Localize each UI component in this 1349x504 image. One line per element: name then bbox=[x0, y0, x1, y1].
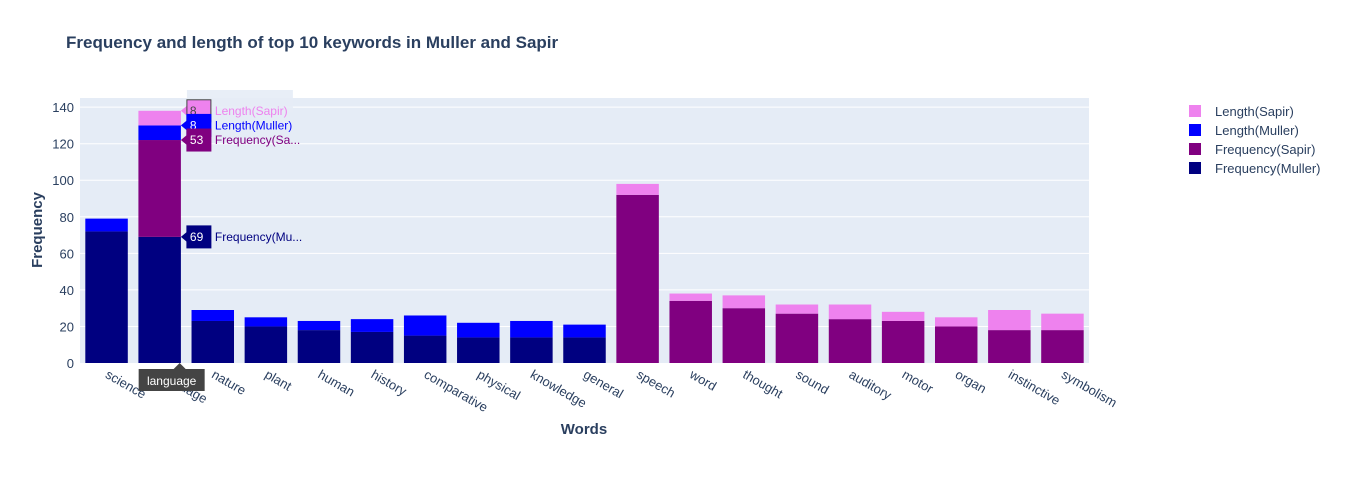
hover-pointer bbox=[180, 231, 187, 242]
y-tick-label: 0 bbox=[67, 356, 74, 371]
y-tick-label: 140 bbox=[52, 100, 74, 115]
bar-frequency-muller-history[interactable] bbox=[350, 331, 394, 363]
bar-frequency-muller-physical[interactable] bbox=[457, 337, 500, 363]
bars[interactable] bbox=[85, 110, 1084, 363]
bar-length-muller-plant[interactable] bbox=[244, 317, 288, 327]
legend-swatch-length-sapir[interactable] bbox=[1189, 105, 1201, 117]
x-tick-label: word bbox=[686, 366, 719, 394]
bar-length-muller-science[interactable] bbox=[85, 218, 128, 232]
chart-title: Frequency and length of top 10 keywords … bbox=[66, 33, 559, 52]
legend-swatch-length-muller[interactable] bbox=[1189, 124, 1201, 136]
x-tick-label: speech bbox=[634, 367, 678, 401]
hover-labels: 8 Length(Sapir) 8 Length(Muller) 53 Frequency… bbox=[138, 90, 302, 391]
bar-frequency-sapir-word[interactable] bbox=[669, 300, 712, 363]
hover-pointer bbox=[180, 120, 187, 131]
bar-length-sapir-language[interactable] bbox=[138, 110, 181, 126]
hover-value: 8 bbox=[190, 104, 197, 118]
bar-frequency-muller-nature[interactable] bbox=[191, 320, 235, 363]
bar-length-sapir-symbolism[interactable] bbox=[1041, 313, 1084, 331]
x-tick-label: plant bbox=[262, 367, 294, 394]
hover-series-name: Frequency(Sa... bbox=[215, 133, 300, 147]
y-tick-label: 60 bbox=[60, 246, 74, 261]
hover-series-name: Length(Sapir) bbox=[215, 104, 288, 118]
legend-swatch-frequency-sapir[interactable] bbox=[1189, 143, 1201, 155]
x-tick-label: thought bbox=[740, 367, 785, 402]
x-tick-label: organ bbox=[953, 367, 989, 397]
x-tick-label: history bbox=[369, 367, 410, 399]
x-tick-label: instinctive bbox=[1006, 367, 1063, 409]
y-tick-label: 80 bbox=[60, 210, 74, 225]
bar-frequency-muller-human[interactable] bbox=[297, 330, 341, 363]
y-tick-label: 20 bbox=[60, 319, 74, 334]
bar-length-muller-nature[interactable] bbox=[191, 310, 235, 321]
bar-length-sapir-organ[interactable] bbox=[934, 317, 978, 327]
bar-length-muller-general[interactable] bbox=[563, 324, 606, 338]
bar-length-muller-language[interactable] bbox=[138, 125, 181, 141]
x-tick-label: sound bbox=[793, 367, 831, 398]
bar-frequency-sapir-motor[interactable] bbox=[881, 320, 925, 363]
hover-value-box bbox=[186, 225, 212, 249]
hover-value: 53 bbox=[190, 133, 204, 147]
bar-frequency-sapir-language[interactable] bbox=[138, 140, 181, 237]
hover-pointer bbox=[180, 105, 187, 116]
bar-frequency-sapir-symbolism[interactable] bbox=[1041, 330, 1084, 363]
bar-length-muller-comparative[interactable] bbox=[403, 315, 447, 336]
x-tick-label: symbolism bbox=[1059, 367, 1120, 411]
hover-value: 8 bbox=[190, 118, 197, 132]
bar-frequency-muller-science[interactable] bbox=[85, 231, 128, 363]
x-axis-ticks: sciencelanguagenatureplanthumanhistoryco… bbox=[103, 366, 1120, 415]
legend-item-length-sapir[interactable]: Length(Sapir) bbox=[1215, 104, 1294, 119]
bar-frequency-muller-general[interactable] bbox=[563, 337, 606, 363]
bar-frequency-muller-language[interactable] bbox=[138, 236, 181, 363]
x-axis-title: Words bbox=[561, 421, 607, 438]
x-tick-label: motor bbox=[900, 367, 937, 397]
bar-length-sapir-word[interactable] bbox=[669, 293, 712, 301]
hover-category-box bbox=[138, 369, 205, 391]
y-axis-title: Frequency bbox=[29, 191, 46, 268]
hover-category-pointer bbox=[173, 363, 186, 369]
bar-length-sapir-auditory[interactable] bbox=[828, 304, 872, 320]
bar-frequency-sapir-speech[interactable] bbox=[616, 194, 659, 363]
legend[interactable]: Length(Sapir) Length(Muller) Frequency(Sap… bbox=[1189, 104, 1320, 176]
bar-frequency-sapir-organ[interactable] bbox=[934, 326, 978, 363]
legend-item-frequency-sapir[interactable]: Frequency(Sapir) bbox=[1215, 142, 1315, 157]
hover-backdrop bbox=[186, 90, 293, 112]
y-tick-label: 40 bbox=[60, 283, 74, 298]
bar-length-muller-knowledge[interactable] bbox=[510, 320, 553, 338]
bar-length-sapir-instinctive[interactable] bbox=[988, 310, 1031, 331]
x-tick-label: auditory bbox=[847, 367, 895, 403]
bar-frequency-sapir-auditory[interactable] bbox=[828, 319, 872, 363]
bar-length-muller-physical[interactable] bbox=[457, 322, 500, 338]
hover-pointer bbox=[180, 135, 187, 146]
x-tick-label: knowledge bbox=[528, 367, 589, 411]
legend-item-length-muller[interactable]: Length(Muller) bbox=[1215, 123, 1299, 138]
bar-length-sapir-speech[interactable] bbox=[616, 183, 659, 195]
bar-length-sapir-sound[interactable] bbox=[775, 304, 819, 314]
hover-series-name: Length(Muller) bbox=[215, 118, 292, 132]
hover-value: 69 bbox=[190, 230, 204, 244]
y-tick-label: 120 bbox=[52, 137, 74, 152]
hover-series-name: Frequency(Mu... bbox=[215, 230, 302, 244]
x-tick-label: nature bbox=[209, 367, 248, 398]
bar-frequency-sapir-instinctive[interactable] bbox=[988, 330, 1031, 363]
legend-item-frequency-muller[interactable]: Frequency(Muller) bbox=[1215, 161, 1320, 176]
bar-frequency-sapir-sound[interactable] bbox=[775, 313, 819, 363]
bar-frequency-sapir-thought[interactable] bbox=[722, 308, 766, 363]
bar-frequency-muller-plant[interactable] bbox=[244, 326, 288, 363]
bar-length-muller-human[interactable] bbox=[297, 320, 341, 331]
bar-length-sapir-motor[interactable] bbox=[881, 311, 925, 321]
y-axis-ticks: 0 20 40 60 80 100 120 140 bbox=[52, 100, 74, 371]
hover-value-box bbox=[186, 128, 212, 152]
bar-frequency-muller-knowledge[interactable] bbox=[510, 337, 553, 363]
bar-length-muller-history[interactable] bbox=[350, 319, 394, 332]
x-tick-label: human bbox=[315, 367, 357, 400]
bar-frequency-muller-comparative[interactable] bbox=[403, 335, 447, 363]
y-tick-label: 100 bbox=[52, 173, 74, 188]
bar-length-sapir-thought[interactable] bbox=[722, 295, 766, 309]
hover-category-label: language bbox=[147, 374, 197, 388]
legend-swatch-frequency-muller[interactable] bbox=[1189, 162, 1201, 174]
